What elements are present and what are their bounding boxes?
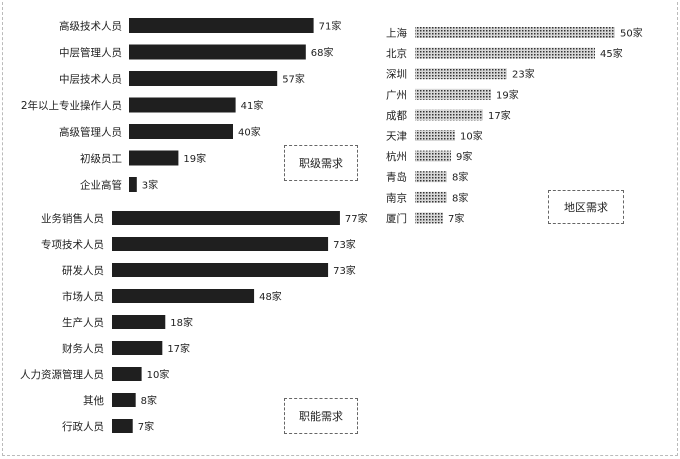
value-label: 19家: [183, 152, 206, 165]
bar: [415, 212, 443, 224]
bar: [415, 191, 447, 203]
bar: [129, 150, 179, 166]
category-label: 广州: [386, 89, 407, 101]
bar: [129, 97, 236, 113]
value-label: 3家: [142, 179, 158, 192]
category-label: 成都: [386, 110, 407, 122]
bar: [415, 68, 507, 80]
category-label: 2年以上专业操作人员: [21, 99, 122, 112]
bar: [112, 341, 163, 355]
category-label: 中层管理人员: [59, 46, 122, 59]
value-label: 73家: [333, 264, 356, 277]
value-label: 8家: [452, 191, 468, 204]
region-legend-label: 地区需求: [564, 201, 608, 214]
value-label: 77家: [345, 212, 368, 225]
category-label: 深圳: [386, 69, 407, 81]
category-label: 市场人员: [62, 290, 104, 303]
category-label: 天津: [386, 131, 407, 143]
bar: [129, 177, 137, 192]
category-label: 人力资源管理人员: [20, 368, 104, 381]
rank-legend-label: 职级需求: [299, 157, 343, 170]
category-label: 业务销售人员: [41, 212, 104, 225]
category-label: 高级技术人员: [59, 20, 122, 33]
value-label: 9家: [456, 150, 472, 163]
bar: [112, 263, 329, 277]
bar: [112, 237, 329, 251]
value-label: 45家: [600, 47, 623, 60]
category-label: 其他: [83, 394, 104, 407]
bar: [415, 171, 447, 183]
bar: [415, 109, 483, 121]
bar: [112, 211, 340, 225]
category-label: 中层技术人员: [59, 73, 122, 86]
value-label: 8家: [452, 171, 468, 184]
value-label: 23家: [512, 68, 535, 81]
region-legend-box: 地区需求: [548, 190, 624, 224]
value-label: 68家: [311, 46, 334, 59]
category-label: 北京: [386, 47, 407, 60]
category-label: 厦门: [386, 212, 407, 225]
rank-legend-box: 职级需求: [284, 145, 358, 181]
category-label: 研发人员: [62, 264, 104, 277]
bar: [415, 47, 595, 59]
category-label: 生产人员: [62, 316, 104, 329]
category-label: 财务人员: [62, 342, 104, 355]
value-label: 48家: [259, 290, 282, 303]
value-label: 40家: [238, 126, 261, 139]
category-label: 企业高管: [80, 179, 122, 192]
bar: [129, 44, 306, 60]
bar: [112, 367, 142, 381]
value-label: 18家: [170, 316, 193, 329]
value-label: 73家: [333, 238, 356, 251]
value-label: 7家: [448, 212, 464, 225]
bar: [415, 88, 491, 100]
bar: [112, 393, 136, 407]
bar: [112, 289, 255, 303]
category-label: 行政人员: [62, 420, 104, 433]
bar: [129, 71, 278, 86]
bar: [415, 150, 451, 162]
category-label: 上海: [386, 27, 407, 40]
bar: [112, 315, 166, 329]
function-legend-box: 职能需求: [284, 398, 358, 434]
category-label: 南京: [386, 191, 407, 204]
value-label: 17家: [167, 342, 190, 355]
bar: [129, 124, 233, 139]
bar: [112, 419, 133, 433]
category-label: 青岛: [386, 171, 407, 184]
bar: [415, 27, 615, 38]
value-label: 17家: [488, 109, 511, 122]
value-label: 19家: [496, 88, 519, 101]
function-legend-label: 职能需求: [299, 410, 343, 423]
value-label: 10家: [460, 130, 483, 143]
category-label: 杭州: [386, 150, 407, 163]
value-label: 7家: [138, 420, 154, 433]
category-label: 初级员工: [80, 152, 122, 165]
category-label: 高级管理人员: [59, 126, 122, 139]
value-label: 50家: [620, 27, 643, 40]
bar: [415, 130, 455, 141]
value-label: 57家: [282, 73, 305, 86]
value-label: 71家: [319, 20, 342, 33]
category-label: 专项技术人员: [41, 238, 104, 251]
value-label: 8家: [141, 394, 157, 407]
value-label: 10家: [147, 368, 170, 381]
bar: [129, 18, 314, 33]
value-label: 41家: [241, 99, 264, 112]
